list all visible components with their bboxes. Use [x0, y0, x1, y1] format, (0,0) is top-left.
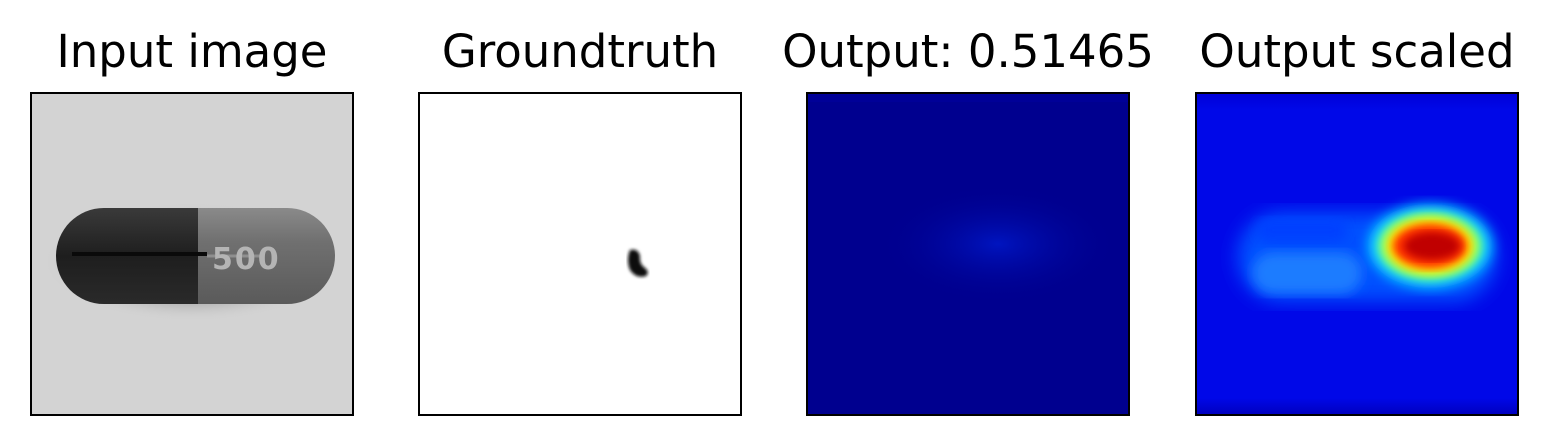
- input-image: 500: [30, 92, 354, 416]
- panel-title: Input image: [56, 25, 328, 78]
- output-scaled-heatmap: [1195, 92, 1519, 416]
- panel-title: Output scaled: [1199, 25, 1515, 78]
- panel-input-image: Input image: [30, 0, 354, 446]
- panel-title: Groundtruth: [441, 25, 719, 78]
- panel-output-scaled: Output scaled: [1195, 0, 1519, 446]
- output-heatmap: [806, 92, 1130, 416]
- panel-title: Output: 0.51465: [782, 25, 1154, 78]
- groundtruth-mask: [418, 92, 742, 416]
- panel-output: Output: 0.51465: [782, 0, 1154, 446]
- panel-groundtruth: Groundtruth: [418, 0, 742, 446]
- capsule-imprint: 500: [212, 242, 281, 277]
